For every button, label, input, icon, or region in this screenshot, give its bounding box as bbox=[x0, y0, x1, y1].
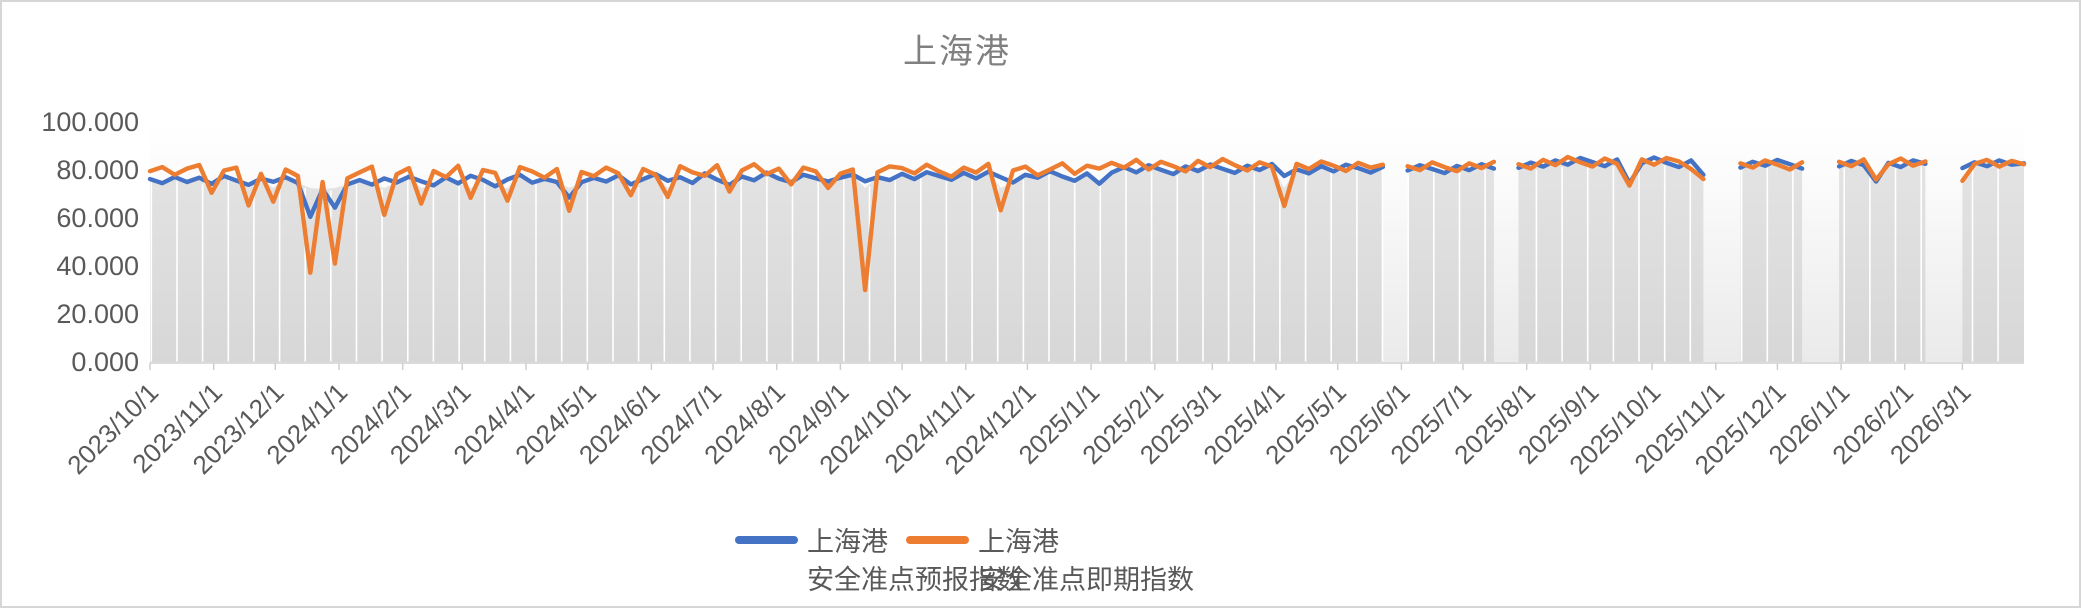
series-line-spot bbox=[147, 156, 1386, 293]
series-line-spot bbox=[1960, 157, 2027, 184]
chart-title: 上海港 bbox=[903, 33, 1011, 71]
data-area-band bbox=[1962, 163, 2024, 362]
y-axis-label: 20.000 bbox=[56, 299, 139, 329]
series-line-spot bbox=[1516, 154, 1706, 188]
series-line-spot bbox=[1836, 156, 1928, 182]
y-axis-label: 40.000 bbox=[56, 251, 139, 281]
series-line-spot bbox=[1405, 159, 1497, 174]
y-axis-label: 100.000 bbox=[41, 107, 139, 137]
y-axis-label: 80.000 bbox=[56, 155, 139, 185]
series-line-spot bbox=[1738, 158, 1805, 172]
data-area-band bbox=[1407, 168, 1494, 362]
y-axis-label: 0.000 bbox=[71, 347, 139, 377]
data-area-band bbox=[1740, 164, 1803, 362]
data-area-band bbox=[1839, 163, 1926, 362]
y-axis-label: 60.000 bbox=[56, 203, 139, 233]
data-area-band bbox=[1518, 162, 1704, 362]
